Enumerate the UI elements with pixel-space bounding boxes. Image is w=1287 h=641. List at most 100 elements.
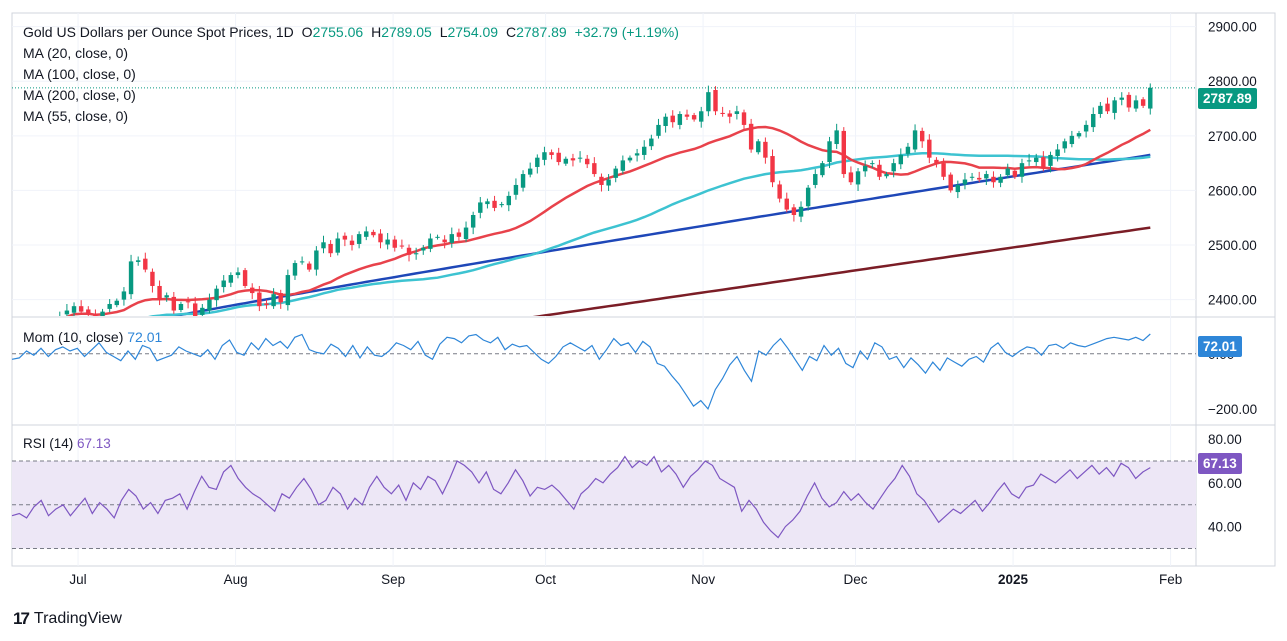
candle-body — [798, 206, 804, 217]
open-label: O — [301, 24, 313, 40]
close-label: C — [505, 24, 517, 40]
candle-body — [221, 280, 226, 288]
candle-body — [984, 174, 989, 179]
mom-price-tag: 72.01 — [1198, 336, 1242, 357]
y-axis-tick-label: 2500.00 — [1208, 238, 1257, 253]
candle-body — [791, 207, 797, 215]
candle-body — [969, 176, 975, 178]
legend-ma200[interactable]: MA (200, close, 0) — [23, 87, 136, 103]
candle-body — [927, 139, 932, 158]
candle-body — [1148, 87, 1153, 109]
candle-body — [1091, 114, 1096, 128]
legend-ma20[interactable]: MA (20, close, 0) — [23, 45, 129, 61]
candle-body — [214, 288, 219, 301]
candle-body — [135, 260, 141, 262]
candle-body — [107, 303, 112, 309]
y-axis-tick-label: 2600.00 — [1208, 183, 1257, 198]
candle-body — [1062, 141, 1067, 149]
mom-value: 72.01 — [127, 329, 163, 345]
legend-ma100[interactable]: MA (100, close, 0) — [23, 66, 136, 82]
candle-body — [1034, 157, 1039, 163]
candle-body — [748, 123, 754, 150]
candle-body — [805, 187, 811, 207]
candle-body — [406, 247, 412, 255]
candle-body — [1026, 160, 1032, 162]
candle-body — [741, 112, 747, 125]
candle-body — [1105, 103, 1110, 112]
candle-body — [356, 234, 362, 244]
x-axis-tick-label: Feb — [1159, 572, 1182, 587]
candle-body — [399, 245, 405, 247]
candle-body — [235, 272, 241, 276]
candle-body — [1012, 170, 1018, 177]
candle-body — [542, 152, 547, 160]
candle-body — [485, 201, 490, 205]
candle-body — [577, 157, 583, 159]
candle-body — [513, 184, 519, 195]
symbol-title: Gold US Dollars per Ounce Spot Prices, 1… — [23, 24, 294, 40]
candle-body — [1083, 124, 1089, 132]
candle-body — [449, 234, 454, 243]
tradingview-logo[interactable]: 17 TradingView — [13, 609, 122, 629]
change-value: +32.79 (+1.19%) — [574, 24, 679, 40]
low-value: 2754.09 — [447, 24, 499, 40]
mom-legend[interactable]: Mom (10, close) 72.01 — [23, 329, 162, 345]
candle-body — [820, 163, 825, 176]
candle-body — [584, 158, 590, 165]
high-label: H — [371, 24, 382, 40]
candle-body — [1041, 157, 1046, 169]
candle-body — [535, 157, 540, 167]
candle-body — [784, 198, 789, 210]
candle-body — [371, 231, 376, 236]
candle-body — [613, 168, 618, 178]
candle-body — [606, 179, 611, 186]
mom-line — [11, 333, 1151, 411]
candle-body — [192, 303, 198, 316]
ma100-line — [167, 153, 1151, 316]
candle-body — [813, 174, 818, 185]
candle-body — [157, 285, 162, 300]
x-axis-tick-label: Nov — [691, 572, 715, 587]
chart-frame — [11, 12, 1276, 567]
candle-body — [78, 306, 84, 312]
candle-body — [599, 176, 604, 185]
candle-body — [349, 240, 355, 246]
candle-body — [556, 152, 561, 163]
candle-body — [827, 141, 832, 163]
candle-body — [991, 176, 996, 183]
candle-body — [506, 195, 512, 206]
candle-body — [392, 239, 397, 248]
candle-body — [71, 306, 77, 313]
candle-body — [463, 227, 469, 240]
y-axis-tick-label: 2700.00 — [1208, 129, 1257, 144]
rsi-axis-tick-label: 40.00 — [1208, 520, 1242, 535]
candle-body — [100, 311, 105, 316]
candle-body — [627, 157, 633, 161]
candle-body — [164, 295, 169, 298]
candle-body — [663, 116, 668, 127]
candle-body — [456, 232, 462, 237]
candle-body — [1048, 154, 1053, 166]
candle-body — [93, 314, 98, 316]
candle-body — [442, 239, 447, 243]
candle-body — [848, 172, 854, 183]
candle-body — [976, 177, 982, 180]
candle-body — [257, 292, 262, 307]
candle-body — [955, 184, 961, 193]
candle-body — [299, 261, 305, 263]
candle-body — [435, 236, 440, 238]
candle-body — [777, 184, 782, 199]
candle-body — [720, 112, 725, 114]
candle-body — [877, 164, 882, 177]
candle-body — [321, 242, 326, 249]
candle-body — [1005, 168, 1010, 176]
legend-ma55[interactable]: MA (55, close, 0) — [23, 108, 129, 124]
rsi-legend[interactable]: RSI (14) 67.13 — [23, 436, 111, 451]
candle-body — [855, 171, 861, 185]
candle-body — [634, 153, 640, 156]
candle-body — [962, 179, 968, 185]
candle-body — [1019, 163, 1025, 177]
candle-body — [242, 270, 248, 286]
